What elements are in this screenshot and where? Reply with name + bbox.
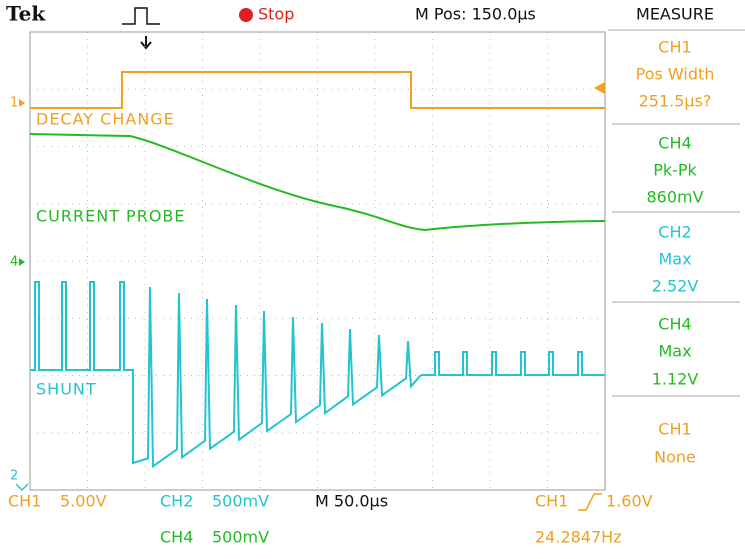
ch4-scale: 500mV (212, 528, 269, 547)
channel-marker: 4 (10, 255, 18, 270)
measure-panel: CH1 Pos Width 251.5µs? CH4 Pk-Pk 860mV C… (608, 29, 745, 467)
frequency: 24.2847Hz (535, 528, 622, 547)
marker-arrow (15, 483, 29, 492)
measure-channel[interactable]: CH4 (658, 315, 691, 334)
measure-value[interactable]: 251.5µs? (639, 92, 712, 111)
horizontal-position: M Pos: 150.0µs (415, 5, 536, 24)
channel-marker: 1 (10, 96, 18, 111)
ch2-waveform (30, 281, 605, 469)
measure-label[interactable]: Pk-Pk (653, 161, 697, 180)
measure-value[interactable]: 1.12V (652, 370, 699, 389)
measure-label[interactable]: Pos Width (636, 65, 715, 84)
trigger-icon (122, 7, 160, 25)
trigger-position-marker (140, 36, 152, 50)
ch4-waveform (29, 133, 606, 232)
measure-channel[interactable]: CH2 (658, 223, 691, 242)
measure-value[interactable]: 2.52V (652, 277, 699, 296)
trace-label: DECAY CHANGE (36, 110, 175, 129)
timebase: M 50.0µs (315, 492, 388, 511)
measure-value[interactable]: 860mV (646, 188, 703, 207)
ch2-scale: 500mV (212, 492, 269, 511)
ch2-label: CH2 (160, 492, 193, 511)
acquisition-status: Stop (258, 5, 294, 24)
menu-title: MEASURE (636, 5, 714, 24)
trigger-level: 1.60V (606, 492, 653, 511)
ch1-scale: 5.00V (60, 492, 107, 511)
trace-label: SHUNT (36, 380, 97, 399)
measure-label[interactable]: Max (658, 250, 691, 269)
measure-channel[interactable]: CH1 (658, 38, 691, 57)
channel-marker: 2 (10, 469, 18, 484)
marker-arrow (19, 99, 25, 107)
ch4-label: CH4 (160, 528, 193, 547)
trace-label: CURRENT PROBE (36, 207, 186, 226)
stop-indicator (239, 8, 253, 22)
graticule (30, 32, 605, 490)
measure-channel[interactable]: CH1 (658, 420, 691, 439)
trigger-channel: CH1 (535, 492, 568, 511)
measure-label[interactable]: Max (658, 342, 691, 361)
marker-arrow (19, 258, 25, 266)
trigger-edge-icon (578, 493, 602, 511)
measure-channel[interactable]: CH4 (658, 134, 691, 153)
ch1-trigger-level-marker (594, 82, 605, 94)
measure-label[interactable]: None (654, 448, 696, 467)
brand: Tek (6, 2, 46, 26)
graticule-frame (29, 31, 606, 491)
ch1-waveform (30, 71, 605, 109)
ch1-label: CH1 (8, 492, 41, 511)
